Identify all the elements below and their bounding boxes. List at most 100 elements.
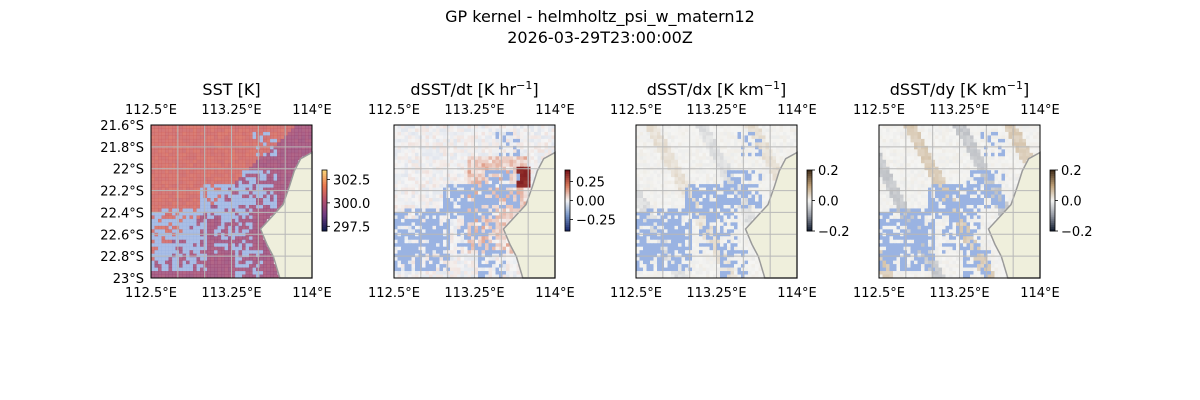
heatmap-cell [685,229,689,234]
heatmap-cell [772,173,777,178]
heatmap-cell [196,198,201,202]
heatmap-cell [723,222,728,227]
heatmap-cell [284,125,288,129]
heatmap-cell [217,260,222,265]
heatmap-cell [748,246,752,251]
heatmap-cell [439,211,444,216]
heatmap-cell [467,267,472,272]
heatmap-cell [168,156,173,161]
heatmap-cell [481,246,486,251]
heatmap-cell [446,222,451,227]
heatmap-cell [151,128,155,133]
heatmap-cell [709,138,714,143]
heatmap-cell [769,125,773,129]
heatmap-cell [210,229,215,234]
heatmap-cell [650,201,654,206]
y-tick-label: 22.8°S [100,250,144,265]
heatmap-cell [228,208,232,213]
x-tick-label-bottom: 112.5°E [368,286,420,301]
heatmap-cell [450,257,454,262]
heatmap-cell [245,271,250,275]
heatmap-cell [450,274,454,279]
heatmap-cell [467,191,472,195]
heatmap-cell [422,125,426,129]
heatmap-cell [688,125,693,129]
heatmap-cell [397,222,402,227]
heatmap-cell [755,208,759,213]
heatmap-cell [168,142,173,147]
heatmap-cell [422,177,426,182]
heatmap-cell [158,159,162,164]
heatmap-cell [161,142,166,147]
heatmap-cell [193,163,197,168]
heatmap-cell [249,156,253,161]
heatmap-cell [189,135,194,140]
heatmap-cell [439,159,444,164]
heatmap-cell [527,163,531,168]
heatmap-cell [224,142,229,147]
heatmap-cell [474,267,479,272]
heatmap-cell [196,267,201,272]
heatmap-cell [182,274,187,279]
heatmap-cell [453,152,458,157]
heatmap-cell [492,246,496,251]
heatmap-cell [467,253,472,258]
heatmap-cell [502,260,507,265]
heatmap-cell [259,163,264,168]
heatmap-cell [193,198,197,202]
heatmap-cell [653,163,658,168]
heatmap-cell [478,264,482,268]
heatmap-cell [755,173,759,178]
heatmap-cell [748,201,752,206]
heatmap-cell [467,204,472,209]
heatmap-cell [207,222,211,227]
heatmap-cell [502,204,507,209]
heatmap-cell [172,211,176,216]
heatmap-cell [277,131,281,136]
heatmap-cell [737,236,742,241]
heatmap-cell [762,138,766,143]
heatmap-cell [639,163,644,168]
heatmap-cell [425,159,430,164]
heatmap-cell [692,243,696,248]
heatmap-cell [422,145,426,150]
heatmap-cell [776,138,780,143]
heatmap-cell [154,243,159,248]
heatmap-cell [161,187,166,192]
heatmap-cell [730,194,735,199]
heatmap-cell [394,163,398,168]
heatmap-cell [723,145,728,150]
heatmap-cell [263,194,267,199]
heatmap-cell [464,159,468,164]
heatmap-cell [231,215,236,220]
heatmap-cell [730,246,735,251]
heatmap-cell [168,264,173,268]
heatmap-cell [520,156,524,161]
heatmap-cell [397,253,402,258]
heatmap-cell [415,243,419,248]
heatmap-cell [214,260,218,265]
heatmap-cell [182,239,187,244]
heatmap-cell [664,201,668,206]
heatmap-cell [189,201,194,206]
heatmap-cell [636,218,640,223]
heatmap-cell [259,208,264,213]
heatmap-cell [280,131,285,136]
heatmap-cell [664,239,668,244]
heatmap-cell [277,194,281,199]
heatmap-cell [516,131,521,136]
heatmap-cell [182,215,187,220]
heatmap-cell [165,191,169,195]
heatmap-cell [737,215,742,220]
heatmap-cell [460,236,465,241]
heatmap-cell [263,250,267,255]
heatmap-cell [772,149,777,154]
heatmap-cell [734,243,738,248]
heatmap-cell [471,201,475,206]
heatmap-cell [453,222,458,227]
heatmap-cell [720,246,724,251]
heatmap-cell [161,145,166,150]
heatmap-cell [502,145,507,150]
heatmap-cell [709,128,714,133]
heatmap-cell [172,246,176,251]
